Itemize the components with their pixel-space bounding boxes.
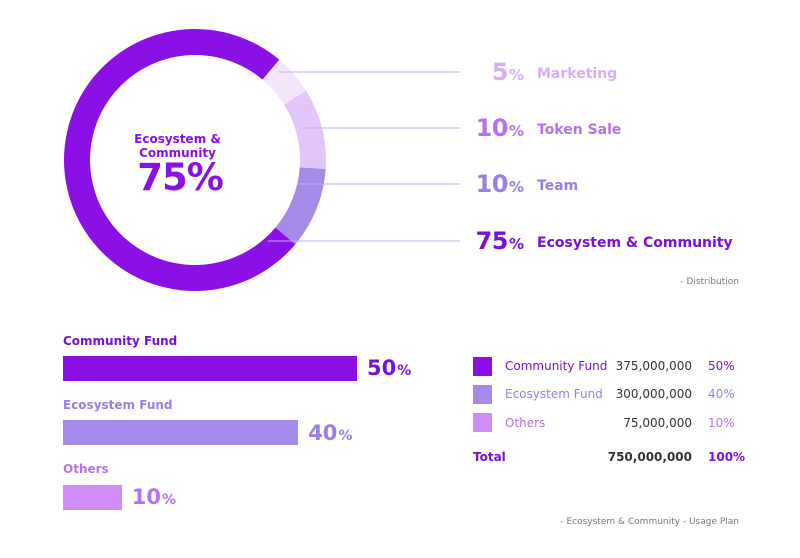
fund-bar-label: Ecosystem Fund (63, 398, 173, 412)
donut-slice-token-sale (284, 90, 326, 170)
fund-bar-community (63, 356, 357, 381)
donut-slice-ecosystem-community (63, 28, 296, 291)
distribution-donut-chart (63, 28, 460, 291)
table-color-swatch (473, 357, 492, 376)
fund-bar-percent: 10% (131, 485, 177, 509)
table-fund-percent: 50% (708, 359, 735, 373)
fund-bar-percent: 50% (367, 356, 412, 380)
donut-center-title: Ecosystem & Community (134, 132, 221, 160)
legend-percent: 5 (491, 58, 509, 86)
table-total-amount: 750,000,000 (607, 450, 692, 464)
table-fund-percent: 40% (708, 387, 735, 401)
donut-center-value: 75% (137, 156, 224, 199)
legend-label: Ecosystem & Community (537, 235, 733, 251)
table-fund-percent: 10% (708, 416, 735, 430)
distribution-caption: - Distribution (680, 277, 739, 287)
fund-bar-ecosystem (63, 420, 299, 445)
table-fund-amount: 300,000,000 (615, 387, 692, 401)
table-fund-name: Ecosystem Fund (505, 387, 603, 401)
fund-bar-others (63, 485, 122, 510)
fund-bar-percent: 40% (308, 421, 353, 445)
donut-slice-team (275, 167, 326, 245)
legend-percent: 10 (475, 170, 509, 198)
legend-item-team: 10% Team (475, 170, 579, 198)
legend-percent: 75 (475, 227, 509, 255)
table-fund-name: Community Fund (505, 359, 608, 373)
donut-slice-marketing (262, 59, 307, 105)
table-fund-name: Others (505, 416, 546, 430)
usage-plan-caption: - Ecosystem & Community - Usage Plan (560, 517, 739, 527)
legend-label: Marketing (537, 66, 618, 82)
legend-item-ecosystem-community: 75% Ecosystem & Community (475, 227, 733, 255)
fund-bar-label: Community Fund (63, 334, 178, 348)
legend-label: Token Sale (537, 122, 622, 138)
legend-item-marketing: 5% Marketing (491, 58, 618, 86)
legend-item-token-sale: 10% Token Sale (475, 114, 622, 142)
table-total-percent: 100% (708, 450, 746, 464)
table-total-label: Total (473, 450, 506, 464)
legend-label: Team (537, 178, 579, 194)
table-fund-amount: 75,000,000 (623, 416, 692, 430)
fund-bar-label: Others (63, 462, 109, 476)
table-color-swatch (473, 385, 492, 404)
table-color-swatch (473, 413, 492, 432)
table-fund-amount: 375,000,000 (615, 359, 692, 373)
legend-percent: 10 (475, 114, 509, 142)
